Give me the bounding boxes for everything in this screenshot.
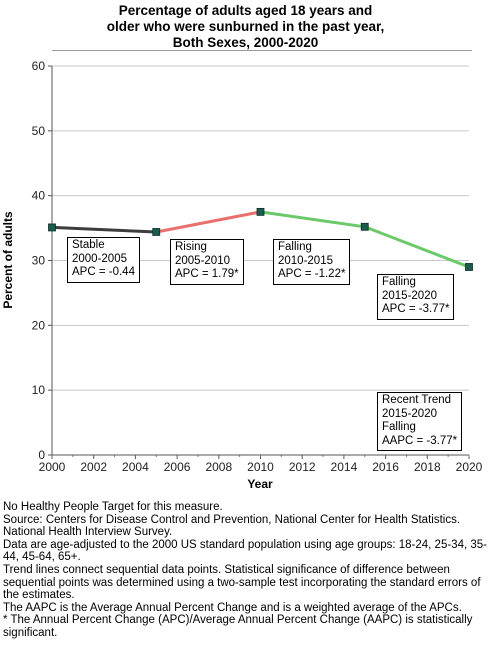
y-tick-label: 0 [38, 448, 45, 462]
footnotes: No Healthy People Target for this measur… [3, 501, 489, 640]
data-point [48, 223, 56, 232]
line-chart: 0 10 20 30 40 50 60 2000 2002 2004 2006 2008 2010 201… [1, 59, 483, 491]
chart-title: Percentage of adults aged 18 years and o… [0, 3, 491, 51]
x-tick-label: 2020 [456, 460, 483, 474]
gridlines [52, 65, 469, 391]
x-tick-label: 2004 [122, 460, 149, 474]
x-tick-label: 2010 [247, 460, 274, 474]
annotation-falling-2010-2015: Falling 2010-2015 APC = -1.22* [273, 239, 351, 285]
annotation-falling-2015-2020: Falling 2015-2020 APC = -3.77* [377, 274, 455, 320]
x-tick-label: 2008 [205, 460, 232, 474]
x-axis-label: Year [247, 477, 273, 491]
footnote: The AAPC is the Average Annual Percent C… [3, 601, 462, 614]
title-divider [52, 50, 472, 51]
data-point [465, 263, 473, 271]
footnote: No Healthy People Target for this measur… [3, 501, 223, 513]
annotation-line: 2015-2020 [382, 407, 437, 420]
chart-title-line: Both Sexes, 2000-2020 [172, 35, 319, 50]
annotation-rising: Rising 2005-2010 APC = 1.79* [170, 239, 244, 285]
x-tick-label: 2016 [372, 460, 399, 474]
x-tick-label: 2002 [80, 460, 107, 474]
annotation-line: Falling [382, 421, 416, 433]
annotation-line: Stable [72, 239, 105, 251]
annotation-stable: Stable 2000-2005 APC = -0.44 [67, 237, 140, 283]
x-tick-label: 2018 [414, 460, 441, 474]
annotation-line: 2000-2005 [72, 252, 127, 265]
chart-title-line: older who were sunburned in the past yea… [106, 19, 385, 34]
x-tick-label: 2014 [331, 460, 358, 474]
trend-segment [51, 225, 157, 234]
x-tick-label: 2006 [164, 460, 191, 474]
y-tick-label: 60 [32, 59, 46, 73]
annotation-line: 2005-2010 [175, 254, 230, 267]
data-points [48, 207, 473, 271]
annotation-line: APC = -3.77* [382, 303, 450, 315]
data-point [152, 228, 161, 236]
data-point [360, 222, 369, 231]
y-tick-label: 50 [32, 124, 46, 138]
y-tick-label: 20 [32, 318, 46, 332]
footnote: Source: Centers for Disease Control and … [3, 513, 461, 539]
axes: 0 10 20 30 40 50 60 2000 2002 2004 2006 2008 2010 201… [32, 59, 483, 474]
annotation-line: 2010-2015 [278, 254, 333, 267]
annotation-line: APC = -1.22* [278, 268, 346, 280]
annotation-line: APC = 1.79* [175, 268, 239, 280]
annotation-line: Falling [382, 276, 416, 288]
y-tick-label: 30 [32, 254, 46, 268]
annotation-line: APC = -0.44 [72, 266, 135, 278]
annotation-line: AAPC = -3.77* [382, 434, 458, 447]
footnote: Trend lines connect sequential data poin… [3, 563, 481, 602]
x-tick-label: 2012 [289, 460, 316, 474]
annotation-line: Recent Trend [382, 394, 452, 406]
y-tick-label: 10 [32, 383, 46, 397]
footnote: Data are age-adjusted to the 2000 US sta… [3, 538, 487, 564]
annotation-line: Rising [175, 241, 207, 253]
y-axis-label: Percent of adults [1, 211, 15, 309]
annotation-line: 2015-2020 [382, 289, 437, 302]
x-tick-label: 2000 [39, 460, 66, 474]
y-tick-label: 40 [32, 189, 46, 203]
annotation-recent-trend: Recent Trend 2015-2020 Falling AAPC = -3… [377, 392, 463, 451]
trend-segment [156, 210, 261, 234]
chart-title-line: Percentage of adults aged 18 years and [118, 3, 373, 18]
data-point [256, 207, 265, 216]
footnote: * The Annual Percent Change (APC)/Averag… [3, 614, 473, 639]
annotation-line: Falling [278, 241, 312, 253]
